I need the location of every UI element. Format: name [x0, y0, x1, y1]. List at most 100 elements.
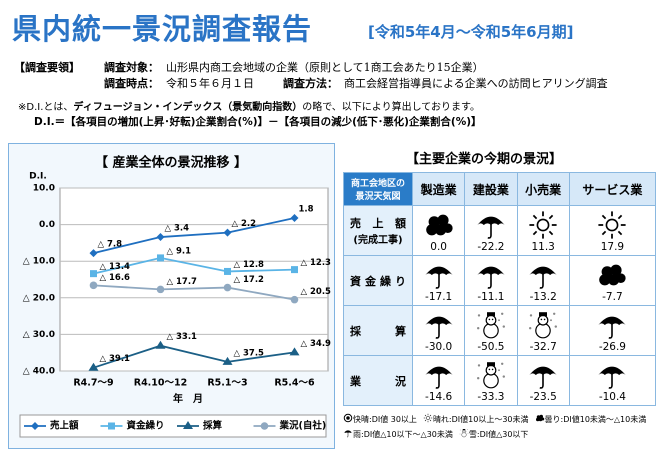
weather-icon [423, 359, 455, 391]
marker [290, 295, 299, 304]
value-label: △ 17.2 [234, 275, 265, 285]
y-tick-label: 10.0 [33, 184, 55, 194]
table-row: 売上額 (完成工事) 0.0 -22.2 11.3 17.9 [343, 205, 657, 256]
legend-item: 雨:DI値△10以下～△30未満 [343, 427, 453, 442]
value-label: △ 20.5 [301, 287, 332, 297]
note-text: ※D.I.とは、 [18, 102, 74, 113]
outline-text: 山形県内商工会地域の企業（原則として1商工会あたり15企業） [166, 61, 484, 74]
title: 県内統一景況調査報告 [12, 12, 313, 46]
value-label: △ 34.9 [301, 339, 332, 349]
weather-icon [343, 428, 353, 438]
x-tick-label: R5.4～6 [274, 378, 315, 389]
cell-value: -32.7 [529, 341, 557, 353]
marker [90, 270, 97, 278]
series-line [93, 344, 295, 369]
column-header: サービス業 [568, 172, 657, 206]
chart-frame [8, 143, 335, 449]
marker [183, 421, 193, 429]
weather-icon [527, 259, 559, 291]
legend-text: 快晴:DI値 30以上 [353, 415, 417, 424]
table-cell: -10.4 [568, 355, 657, 406]
outline-text: 令和５年６月１日 [166, 77, 254, 90]
legend-box [19, 414, 327, 438]
weather-table: 商工会地区の 景況天気図 製造業 建設業 小売業 サービス業 売上額 (完成工事) 0.0 -22… [343, 172, 657, 406]
header-row: 商工会地区の 景況天気図 製造業 建設業 小売業 サービス業 [343, 172, 657, 206]
y-tick-label: △ 30.0 [23, 330, 55, 340]
cell-value: -30.0 [425, 341, 453, 353]
marker [157, 254, 164, 262]
marker [290, 214, 299, 223]
weather-icon [596, 359, 628, 391]
marker [223, 283, 232, 292]
weather-icon [423, 209, 455, 241]
marker [155, 340, 166, 349]
marker [260, 422, 269, 430]
legend-label: 業況(自社) [279, 420, 327, 432]
outline-label: 【調査要領】 [14, 61, 80, 74]
weather-icon [475, 359, 507, 391]
table-cell: -11.1 [464, 255, 518, 306]
table-cell: 0.0 [411, 205, 466, 256]
cell-value: -23.5 [529, 391, 557, 403]
chart: 【 産業全体の景況推移 】 D.I. 年 月 10.0 0.0 △ 10.0 △ 20… [8, 143, 335, 449]
cell-value: -22.2 [477, 241, 505, 253]
row-label: 採算 [343, 305, 413, 356]
value-label: △ 2.2 [232, 219, 257, 229]
note-text: の略で、以下により算出しております。 [302, 102, 481, 113]
row-label: 業況 [343, 355, 413, 406]
weather-icon [423, 309, 455, 341]
weather-icon [475, 309, 507, 341]
table-cell: -33.3 [464, 355, 518, 406]
weather-icon [475, 209, 507, 241]
cell-value: -13.2 [529, 291, 557, 303]
table-row: 資金繰り -17.1 -11.1 -13.2 -7.7 [343, 255, 657, 306]
weather-icon [596, 209, 628, 241]
value-label: △ 3.4 [165, 224, 190, 234]
value-label: △ 13.4 [100, 262, 131, 272]
table-cell: -32.7 [516, 305, 570, 356]
legend-item: 雪:DI値△30以下 [459, 427, 528, 442]
table-cell: 17.9 [568, 205, 657, 256]
row-label-text: 資金繰り [350, 274, 406, 288]
marker [89, 281, 98, 290]
series-line [93, 256, 295, 275]
weather-icon [527, 209, 559, 241]
marker [31, 422, 39, 430]
legend-text: 曇り:DI値10未満～△10未満 [544, 415, 647, 424]
row-label: 売上額 (完成工事) [343, 205, 413, 256]
marker [108, 422, 115, 430]
column-header: 製造業 [411, 172, 466, 206]
weather-icon [527, 359, 559, 391]
outline-key: 調査対象： [104, 61, 159, 74]
y-tick-label: 0.0 [39, 220, 55, 230]
table-cell: -30.0 [411, 305, 466, 356]
table-title: 【主要企業の今期の景況】 [406, 152, 563, 167]
legend-item: 曇り:DI値10未満～△10未満 [535, 412, 647, 427]
x-tick-label: R4.10～12 [134, 378, 187, 389]
weather-icon [423, 259, 455, 291]
row-label-text: 採算 [350, 324, 406, 338]
outline-text: 商工会経営指導員による企業への訪問ヒアリング調査 [344, 77, 608, 90]
cell-value: -7.7 [602, 291, 623, 303]
series-line [93, 284, 295, 301]
marker [224, 267, 231, 275]
table-cell: -26.9 [568, 305, 657, 356]
y-tick-label: △ 10.0 [23, 257, 55, 267]
cell-value: -14.6 [425, 391, 453, 403]
weather-icon [527, 309, 559, 341]
cell-value: -17.1 [425, 291, 453, 303]
weather-icon [596, 259, 628, 291]
y-tick-label: △ 20.0 [23, 293, 55, 303]
legend-text: 雨:DI値△10以下～△30未満 [353, 430, 453, 439]
legend-label: 売上額 [50, 420, 79, 432]
value-label: △ 9.1 [167, 246, 192, 256]
corner-cell: 商工会地区の 景況天気図 [343, 172, 413, 206]
row-label-text: 業況 [350, 374, 406, 388]
marker [156, 285, 165, 294]
note-text: ディフュージョン・インデックス（景気動向指数） [73, 102, 303, 113]
marker [89, 249, 98, 258]
chart-title: 【 産業全体の景況推移 】 [95, 155, 247, 171]
column-header: 小売業 [516, 172, 570, 206]
value-label: △ 39.1 [100, 354, 131, 364]
